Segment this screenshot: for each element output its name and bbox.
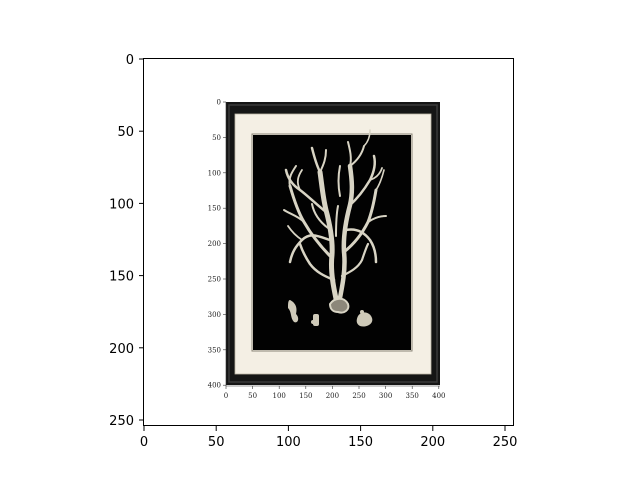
outer-axes-frame <box>143 58 514 426</box>
inner-y-tick-label: 300 <box>208 311 221 319</box>
y-tick-label: 100 <box>109 197 134 212</box>
inner-x-tick-label: 350 <box>406 392 419 400</box>
y-tick-label: 250 <box>109 414 134 429</box>
outer-axis-ticks: 0 50 100 150 200 250 0 50 100 150 200 250 <box>109 53 517 450</box>
inner-y-tick-label: 0 <box>217 99 221 107</box>
y-tick-label: 0 <box>126 53 134 68</box>
inner-x-tick-label: 300 <box>379 392 392 400</box>
x-tick-label: 50 <box>208 435 225 450</box>
x-tick-label: 150 <box>348 435 373 450</box>
inner-y-tick-label: 50 <box>212 134 221 142</box>
inner-image-ticks: 0 50 100 150 200 250 300 350 4000501001502002503… <box>208 99 446 401</box>
inner-y-tick-label: 150 <box>208 205 221 213</box>
inner-y-tick-label: 350 <box>208 346 221 354</box>
inner-y-tick-label: 200 <box>208 240 221 248</box>
inner-x-tick-label: 150 <box>299 392 312 400</box>
y-tick-label: 50 <box>117 125 134 140</box>
coral-illustration <box>283 129 387 314</box>
y-tick-label: 200 <box>109 342 134 357</box>
coral-fragments <box>288 300 373 327</box>
inner-x-tick-label: 0 <box>224 392 228 400</box>
inner-x-tick-label: 250 <box>352 392 365 400</box>
inner-y-tick-label: 100 <box>208 169 221 177</box>
inner-y-tick-label: 250 <box>208 276 221 284</box>
x-tick-label: 250 <box>493 435 518 450</box>
inner-y-tick-label: 400 <box>208 382 221 390</box>
framed-coral-print-image <box>208 95 454 403</box>
inner-x-tick-label: 200 <box>326 392 339 400</box>
y-tick-label: 150 <box>109 270 134 285</box>
inner-x-tick-label: 100 <box>273 392 286 400</box>
inner-x-tick-label: 400 <box>432 392 445 400</box>
x-tick-label: 200 <box>420 435 445 450</box>
x-tick-label: 0 <box>140 435 148 450</box>
x-tick-label: 100 <box>276 435 301 450</box>
inner-x-tick-label: 50 <box>248 392 257 400</box>
